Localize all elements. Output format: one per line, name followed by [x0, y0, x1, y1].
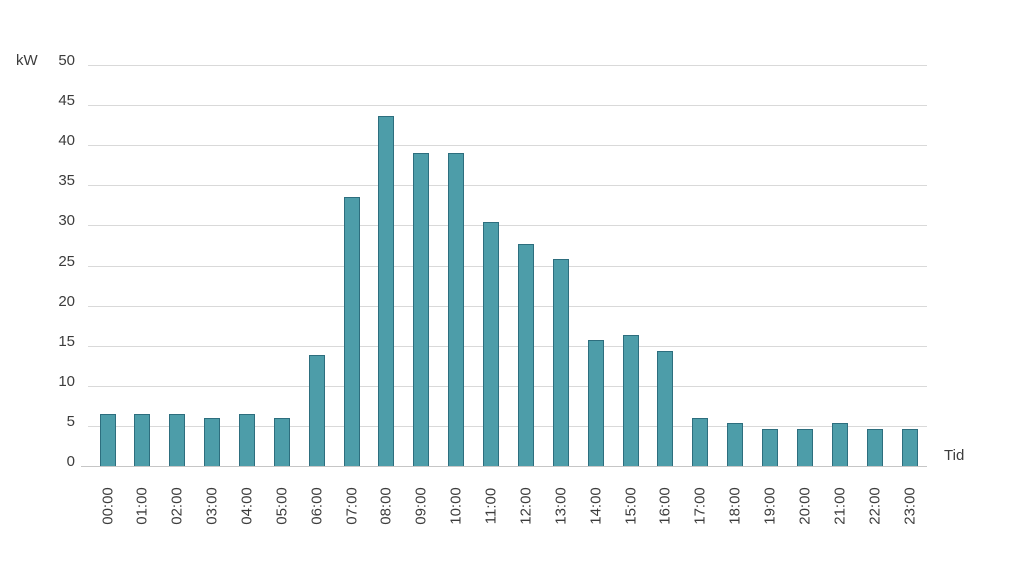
y-tick-label: 45 [58, 92, 75, 109]
x-tick-label: 00:00 [99, 487, 116, 525]
bar-02:00 [169, 413, 186, 466]
y-tick-label: 20 [58, 293, 75, 310]
gridline [88, 65, 927, 66]
x-tick-label: 13:00 [552, 487, 570, 525]
gridline [88, 105, 927, 106]
bar-14:00 [587, 340, 604, 466]
x-tick-label: 01:00 [133, 487, 151, 525]
x-tick-label: 05:00 [273, 487, 291, 525]
x-tick-label: 22:00 [866, 487, 884, 525]
gridline [88, 346, 927, 347]
x-tick-label: 06:00 [308, 487, 326, 525]
bar-11:00 [483, 222, 500, 466]
x-tick-label: 07:00 [343, 487, 361, 525]
x-tick-label: 15:00 [622, 487, 640, 525]
x-tick-label: 17:00 [691, 487, 709, 525]
x-tick-label: 14:00 [587, 487, 605, 525]
bar-22:00 [866, 429, 883, 466]
y-tick-label: 35 [58, 172, 75, 189]
bar-12:00 [517, 243, 534, 466]
gridline [88, 225, 927, 226]
x-tick-label: 23:00 [901, 487, 918, 525]
y-tick-label: 25 [58, 253, 75, 270]
x-tick-label: 20:00 [796, 487, 814, 525]
y-tick-label: 40 [58, 132, 75, 149]
bar-21:00 [831, 422, 848, 466]
gridline [88, 266, 927, 267]
bar-01:00 [134, 413, 151, 466]
bar-09:00 [413, 153, 430, 466]
bar-06:00 [308, 355, 325, 466]
bar-13:00 [552, 259, 569, 466]
x-axis-label: Tid [944, 447, 965, 464]
bar-05:00 [273, 417, 290, 466]
x-tick-label: 04:00 [238, 487, 256, 525]
x-axis-baseline [81, 466, 927, 467]
bar-20:00 [796, 429, 813, 466]
bar-07:00 [343, 197, 360, 466]
bar-16:00 [657, 351, 674, 466]
x-tick-label: 19:00 [761, 487, 779, 525]
x-tick-label: 09:00 [412, 487, 430, 525]
x-tick-label: 21:00 [831, 487, 849, 525]
bar-10:00 [448, 153, 465, 466]
gridline [88, 426, 927, 427]
y-tick-label: 50 [58, 52, 75, 69]
bar-03:00 [204, 417, 221, 466]
x-tick-label: 12:00 [517, 487, 535, 525]
y-tick-label: 30 [58, 212, 75, 229]
x-tick-label: 18:00 [726, 487, 744, 525]
bar-18:00 [727, 422, 744, 466]
y-tick-label: 10 [58, 373, 75, 390]
x-tick-label: 02:00 [168, 487, 186, 525]
bar-19:00 [762, 429, 779, 466]
gridline [88, 185, 927, 186]
bar-23:00 [901, 429, 918, 466]
x-tick-label: 08:00 [377, 487, 395, 525]
bar-00:00 [99, 413, 116, 466]
x-tick-label: 16:00 [656, 487, 674, 525]
y-tick-label: 0 [66, 453, 75, 470]
x-tick-label: 11:00 [482, 487, 500, 525]
bar-08:00 [378, 116, 395, 466]
x-tick-label: 10:00 [447, 487, 465, 525]
bar-04:00 [238, 413, 255, 466]
y-axis-unit-label: kW [16, 52, 38, 69]
bar-15:00 [622, 335, 639, 466]
gridline [88, 386, 927, 387]
x-tick-label: 03:00 [203, 487, 221, 525]
y-tick-label: 5 [66, 413, 75, 430]
y-tick-label: 15 [58, 333, 75, 350]
bar-17:00 [692, 417, 709, 466]
gridline [88, 145, 927, 146]
gridline [88, 306, 927, 307]
